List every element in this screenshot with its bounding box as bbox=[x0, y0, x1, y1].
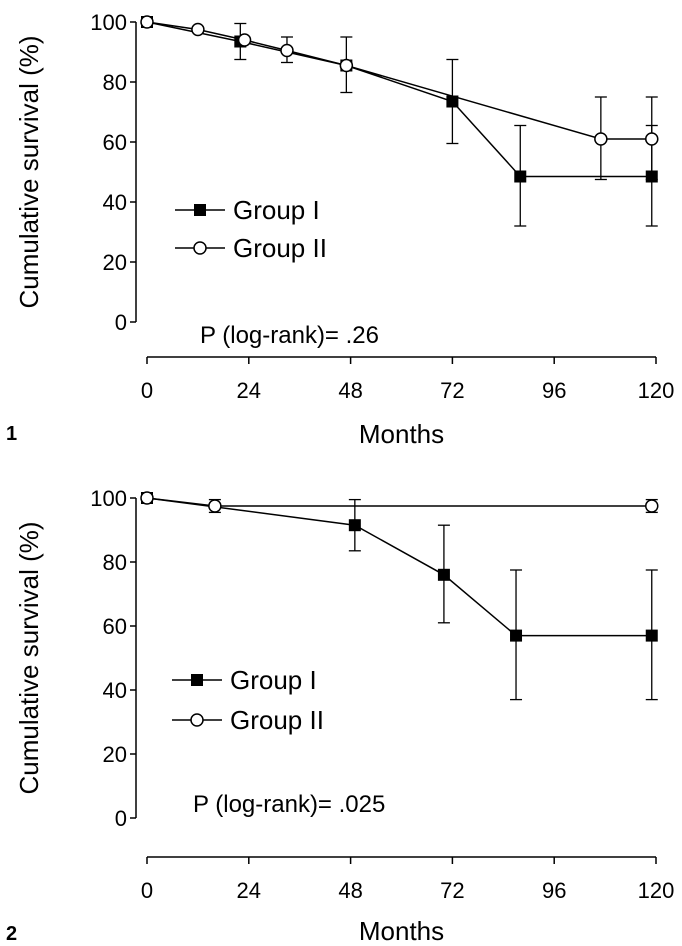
x-tick-label: 120 bbox=[638, 378, 675, 403]
x-axis-label: Months bbox=[359, 419, 444, 449]
data-point-series-2 bbox=[339, 58, 354, 73]
legend-label: Group I bbox=[233, 195, 320, 225]
series-line-1 bbox=[146, 21, 652, 178]
y-tick-label: 60 bbox=[103, 614, 127, 639]
data-point-series-2 bbox=[208, 499, 222, 513]
x-tick-label: 96 bbox=[542, 378, 566, 403]
p-value-annotation: P (log-rank)= .025 bbox=[193, 791, 385, 818]
x-tick-label: 0 bbox=[141, 878, 153, 903]
x-axis-label: Months bbox=[359, 916, 444, 946]
x-tick-label: 48 bbox=[338, 878, 362, 903]
legend-marker bbox=[191, 674, 203, 686]
y-tick-label: 0 bbox=[115, 806, 127, 831]
legend-label: Group I bbox=[230, 665, 317, 695]
data-point-series-2 bbox=[645, 499, 659, 513]
y-tick-label: 40 bbox=[103, 678, 127, 703]
data-point-series-1 bbox=[446, 95, 459, 108]
y-tick-label: 0 bbox=[115, 310, 127, 335]
x-tick-label: 48 bbox=[338, 378, 362, 403]
y-tick-label: 80 bbox=[103, 550, 127, 575]
data-point-series-1 bbox=[514, 170, 527, 183]
series-line-2 bbox=[146, 21, 652, 140]
legend-marker bbox=[193, 241, 207, 255]
data-point-series-1 bbox=[645, 170, 658, 183]
legend-label: Group II bbox=[233, 233, 327, 263]
x-tick-label: 0 bbox=[141, 378, 153, 403]
y-tick-label: 80 bbox=[103, 70, 127, 95]
y-tick-label: 40 bbox=[103, 190, 127, 215]
x-tick-label: 24 bbox=[237, 378, 261, 403]
legend-marker bbox=[194, 204, 206, 216]
p-value-annotation: P (log-rank)= .26 bbox=[200, 322, 379, 349]
chart-panel-2: 0 20 40 60 80 100 0 24 48 72 96 120 Months Cumulative… bbox=[6, 486, 674, 946]
data-point-series-2 bbox=[140, 491, 154, 505]
data-point-series-2 bbox=[594, 132, 608, 146]
panel-label: 2 bbox=[6, 923, 17, 945]
data-point-series-2 bbox=[645, 132, 659, 146]
y-axis-label: Cumulative survival (%) bbox=[14, 35, 44, 308]
legend-label: Group II bbox=[230, 705, 324, 735]
y-tick-label: 20 bbox=[103, 250, 127, 275]
y-axis-label: Cumulative survival (%) bbox=[14, 521, 44, 794]
y-tick-label: 100 bbox=[90, 10, 127, 35]
series-line-1 bbox=[146, 497, 652, 637]
panel-label: 1 bbox=[6, 423, 17, 445]
legend-marker bbox=[190, 713, 204, 727]
x-tick-label: 72 bbox=[440, 378, 464, 403]
chart-panel-1: 0 20 40 60 80 100 0 24 48 72 96 120 Months Cumulative… bbox=[6, 10, 674, 449]
data-point-series-2 bbox=[237, 33, 252, 47]
y-tick-label: 60 bbox=[103, 130, 127, 155]
y-tick-label: 20 bbox=[103, 742, 127, 767]
x-tick-label: 24 bbox=[237, 878, 261, 903]
y-tick-label: 100 bbox=[90, 486, 127, 511]
data-point-series-2 bbox=[280, 43, 294, 58]
x-tick-label: 96 bbox=[542, 878, 566, 903]
series-line-2 bbox=[146, 497, 652, 507]
data-point-series-1 bbox=[510, 629, 523, 642]
data-point-series-1 bbox=[645, 629, 658, 642]
data-point-series-2 bbox=[140, 15, 154, 29]
data-point-series-2 bbox=[191, 22, 205, 37]
x-tick-label: 72 bbox=[440, 878, 464, 903]
x-tick-label: 120 bbox=[638, 878, 675, 903]
data-point-series-1 bbox=[437, 568, 450, 581]
data-point-series-1 bbox=[348, 519, 361, 532]
